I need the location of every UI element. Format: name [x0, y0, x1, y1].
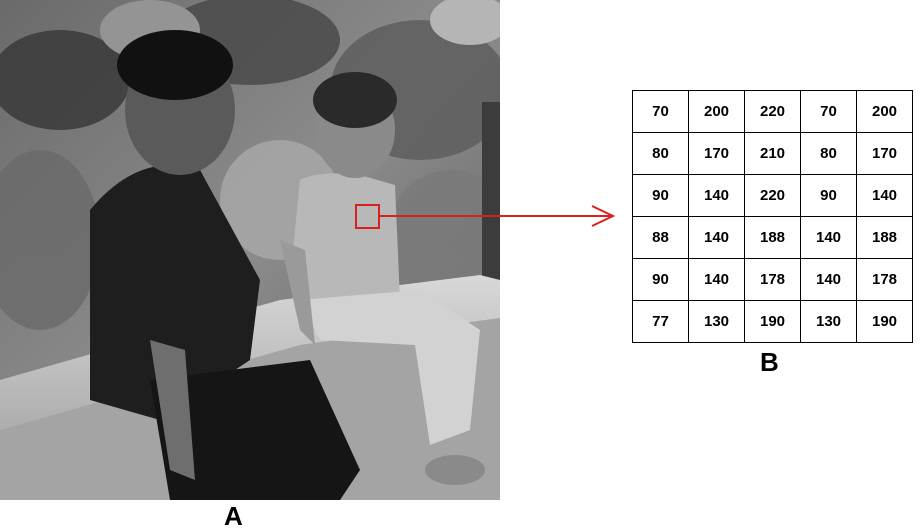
- grid-row: 88 140 188 140 188: [632, 216, 913, 259]
- grid-cell: 190: [856, 300, 913, 343]
- grid-cell: 70: [632, 90, 689, 133]
- grid-cell: 70: [800, 90, 857, 133]
- grid-cell: 220: [744, 174, 801, 217]
- grid-cell: 178: [744, 258, 801, 301]
- grid-row: 80 170 210 80 170: [632, 132, 913, 175]
- grid-cell: 200: [688, 90, 745, 133]
- grid-cell: 170: [856, 132, 913, 175]
- grid-cell: 80: [632, 132, 689, 175]
- small-boy: [280, 72, 485, 485]
- grid-cell: 77: [632, 300, 689, 343]
- grid-cell: 140: [856, 174, 913, 217]
- grid-label: B: [760, 347, 779, 377]
- grid-row: 90 140 220 90 140: [632, 174, 913, 217]
- grid-cell: 130: [688, 300, 745, 343]
- arrow-head: [591, 205, 616, 227]
- grayscale-photo: [0, 0, 500, 500]
- grid-cell: 130: [800, 300, 857, 343]
- grid-cell: 88: [632, 216, 689, 259]
- grid-cell: 140: [688, 216, 745, 259]
- pixel-value-grid: 70 200 220 70 200 80 170 210 80 170 90 140 220 90 140 8…: [632, 90, 913, 343]
- grid-cell: 80: [800, 132, 857, 175]
- grid-cell: 210: [744, 132, 801, 175]
- grid-cell: 190: [744, 300, 801, 343]
- older-boy: [90, 30, 360, 500]
- grid-row: 70 200 220 70 200: [632, 90, 913, 133]
- post: [482, 102, 500, 292]
- grid-cell: 140: [800, 258, 857, 301]
- grid-cell: 140: [688, 174, 745, 217]
- grid-cell: 90: [800, 174, 857, 217]
- grid-cell: 188: [856, 216, 913, 259]
- grid-cell: 90: [632, 174, 689, 217]
- grid-cell: 140: [800, 216, 857, 259]
- grid-cell: 178: [856, 258, 913, 301]
- grid-row: 77 130 190 130 190: [632, 300, 913, 343]
- grid-cell: 170: [688, 132, 745, 175]
- grid-cell: 200: [856, 90, 913, 133]
- photo-label: A: [224, 501, 243, 531]
- grid-cell: 220: [744, 90, 801, 133]
- grid-cell: 90: [632, 258, 689, 301]
- grid-cell: 188: [744, 216, 801, 259]
- grid-cell: 140: [688, 258, 745, 301]
- grid-row: 90 140 178 140 178: [632, 258, 913, 301]
